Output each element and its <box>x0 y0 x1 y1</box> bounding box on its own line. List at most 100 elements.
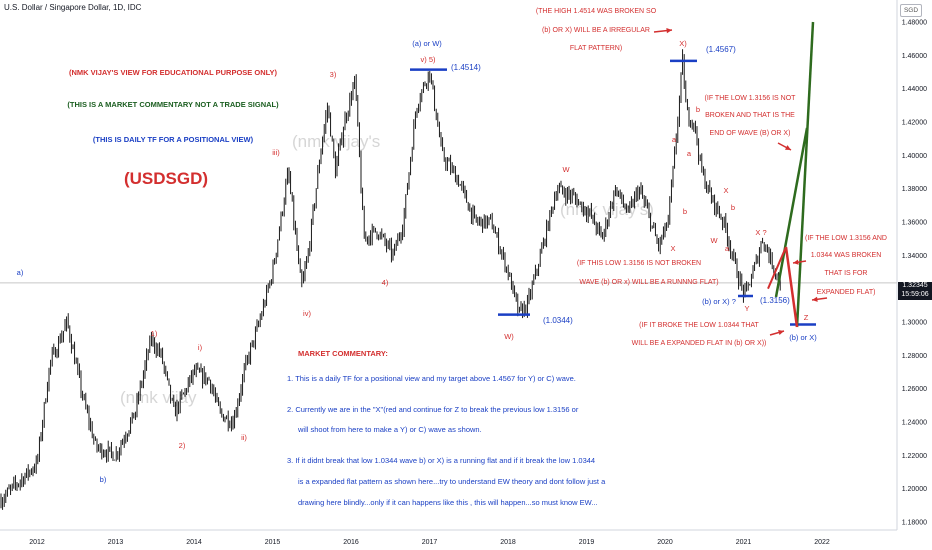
wave-label: a <box>687 149 692 158</box>
y-tick-label: 1.46000 <box>902 53 927 60</box>
y-tick-label: 1.22000 <box>902 453 927 460</box>
commentary-line: will shoot from here to make a Y) or C) … <box>297 425 482 434</box>
annotation-arrow-head <box>666 28 672 34</box>
annotation-note: (IF IT BROKE THE LOW 1.0344 THAT <box>639 322 759 329</box>
wave-label: X ? <box>755 228 766 237</box>
last-price: 1.32345 <box>902 282 928 289</box>
wave-label: a) <box>17 268 24 277</box>
annotation-arrow-head <box>793 259 799 265</box>
x-tick-label: 2021 <box>736 539 752 546</box>
commentary-line: drawing here blindly...only if it can ha… <box>298 498 598 507</box>
annotation-note: (NMK VIJAY'S VIEW FOR EDUCATIONAL PURPOS… <box>69 68 278 77</box>
wave-label: 3) <box>330 70 337 79</box>
projection-line-red <box>767 246 787 290</box>
chart-title: U.S. Dollar / Singapore Dollar, 1D, IDC <box>4 3 142 12</box>
wave-label: W <box>710 236 718 245</box>
wave-label: X) <box>679 39 687 48</box>
y-tick-label: 1.34000 <box>902 253 927 260</box>
currency-badge[interactable]: SGD <box>900 4 922 17</box>
x-tick-label: 2019 <box>579 539 595 546</box>
y-tick-label: 1.24000 <box>902 420 927 427</box>
annotation-note: THAT IS FOR <box>825 270 868 277</box>
wave-label: (b) or X) <box>789 333 817 342</box>
wave-label: i) <box>198 343 203 352</box>
wave-label: iii) <box>272 148 280 157</box>
wave-label: W) <box>504 332 514 341</box>
wave-label: b <box>731 203 735 212</box>
annotation-note: (THE HIGH 1.4514 WAS BROKEN SO <box>536 8 657 15</box>
wave-label: b <box>696 105 700 114</box>
y-tick-label: 1.42000 <box>902 120 927 127</box>
wave-label: X <box>723 186 728 195</box>
commentary-title: MARKET COMMENTARY: <box>298 349 388 358</box>
annotation-note: 1.0344 WAS BROKEN <box>811 252 882 259</box>
x-tick-label: 2014 <box>186 539 202 546</box>
x-tick-label: 2015 <box>265 539 281 546</box>
annotation-note: FLAT PATTERN) <box>570 45 622 52</box>
annotation-note: BROKEN AND THAT IS THE <box>705 112 795 119</box>
wave-label: 1) <box>151 329 158 338</box>
x-tick-label: 2012 <box>29 539 45 546</box>
projection-line-red <box>784 246 799 328</box>
x-tick-label: 2018 <box>500 539 516 546</box>
annotation-note: (THIS IS DAILY TF FOR A POSITIONAL VIEW) <box>93 135 254 144</box>
y-tick-label: 1.48000 <box>902 20 927 27</box>
wave-label: (b) or X) ? <box>702 297 736 306</box>
y-tick-label: 1.18000 <box>902 520 927 527</box>
projection-line-green <box>795 21 815 328</box>
wave-label: a <box>672 135 677 144</box>
annotation-note: END OF WAVE (B) OR X) <box>710 130 791 137</box>
wave-label: ii) <box>241 433 247 442</box>
commentary-line: 3. If it didnt break that low 1.0344 wav… <box>287 456 595 465</box>
last-price-tag: 1.32345 15:59:06 <box>898 282 932 300</box>
wave-label: (a) or W) <box>412 39 442 48</box>
x-tick-label: 2022 <box>814 539 830 546</box>
projection-line-green <box>774 127 809 298</box>
annotation-note: EXPANDED FLAT) <box>817 289 876 296</box>
y-tick-label: 1.26000 <box>902 386 927 393</box>
wave-label: v) 5) <box>421 55 437 64</box>
wave-label: iv) <box>303 309 311 318</box>
annotation-note: (IF THE LOW 1.3156 AND <box>805 235 887 242</box>
level-label: (1.3156) <box>760 296 790 305</box>
y-tick-label: 1.40000 <box>902 153 927 160</box>
annotation-note: (b) OR X) WILL BE A IRREGULAR <box>542 27 650 34</box>
annotation-arrow-head <box>785 145 791 150</box>
annotation-note: (IF THIS LOW 1.3156 IS NOT BROKEN <box>577 260 701 267</box>
wave-label: W <box>562 165 570 174</box>
wave-label: 4) <box>382 278 389 287</box>
x-tick-label: 2017 <box>422 539 438 546</box>
y-tick-label: 1.38000 <box>902 186 927 193</box>
y-tick-label: 1.28000 <box>902 353 927 360</box>
bar-countdown: 15:59:06 <box>901 290 929 298</box>
y-tick-label: 1.44000 <box>902 86 927 93</box>
wave-label: Y <box>744 304 749 313</box>
annotation-note: WAVE (b) OR x) WILL BE A RUNNNG FLAT) <box>579 279 718 286</box>
annotation-note: (THIS IS A MARKET COMMENTARY NOT A TRADE… <box>67 100 279 109</box>
wave-label: Z <box>804 313 809 322</box>
x-tick-label: 2013 <box>108 539 124 546</box>
y-tick-label: 1.30000 <box>902 320 927 327</box>
level-label: (1.4567) <box>706 45 736 54</box>
wave-label: X <box>670 244 675 253</box>
commentary-line: 1. This is a daily TF for a positional v… <box>287 374 576 383</box>
annotation-arrow-head <box>778 329 784 335</box>
wave-label: 2) <box>179 441 186 450</box>
wave-label: b <box>683 207 687 216</box>
x-tick-label: 2016 <box>343 539 359 546</box>
annotation-note: WILL BE A EXPANDED FLAT IN (b) OR X)) <box>632 340 767 347</box>
watermark: (nmk vijay's <box>292 132 381 151</box>
annotation-note: (USDSGD) <box>124 169 208 188</box>
wave-label: b) <box>100 475 107 484</box>
level-label: (1.4514) <box>451 63 481 72</box>
y-tick-label: 1.20000 <box>902 486 927 493</box>
commentary-line: 2. Currently we are in the "X"(red and c… <box>287 405 579 414</box>
y-tick-label: 1.36000 <box>902 220 927 227</box>
annotation-note: (IF THE LOW 1.3156 IS NOT <box>705 95 797 102</box>
wave-label: a <box>725 244 730 253</box>
x-tick-label: 2020 <box>657 539 673 546</box>
annotation-arrow-head <box>812 296 818 302</box>
commentary-line: is a expanded flat pattern as shown here… <box>298 477 606 486</box>
level-label: (1.0344) <box>543 316 573 325</box>
